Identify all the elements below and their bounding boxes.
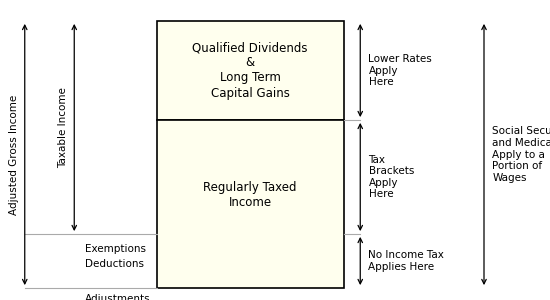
Text: Regularly Taxed
Income: Regularly Taxed Income (204, 181, 297, 209)
Text: Adjusted Gross Income: Adjusted Gross Income (9, 94, 19, 214)
Text: Taxable Income: Taxable Income (58, 87, 68, 168)
Bar (157, 21, 344, 120)
Text: Social Security
and Medicare
Apply to a
Portion of
Wages: Social Security and Medicare Apply to a … (492, 126, 550, 183)
Text: Exemptions: Exemptions (85, 244, 146, 254)
Text: Lower Rates
Apply
Here: Lower Rates Apply Here (368, 54, 432, 87)
Bar (157, 120, 344, 288)
Text: Deductions: Deductions (85, 259, 144, 269)
Text: Tax
Brackets
Apply
Here: Tax Brackets Apply Here (368, 154, 414, 200)
Text: Qualified Dividends
&
Long Term
Capital Gains: Qualified Dividends & Long Term Capital … (192, 41, 308, 100)
Text: Adjustments: Adjustments (85, 294, 151, 300)
Text: No Income Tax
Applies Here: No Income Tax Applies Here (368, 250, 444, 272)
